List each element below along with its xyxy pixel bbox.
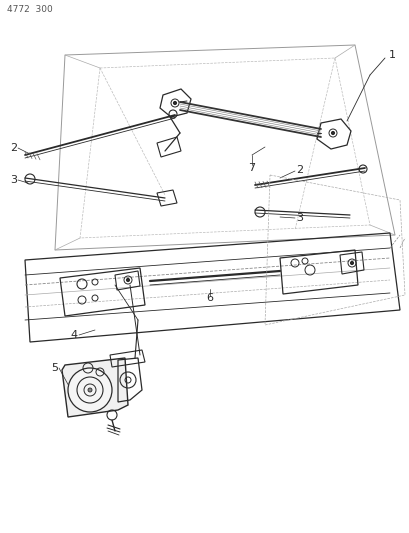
Text: 4772  300: 4772 300 <box>7 5 53 14</box>
Text: 3: 3 <box>10 175 17 185</box>
Text: 6: 6 <box>206 293 213 303</box>
Text: 1: 1 <box>388 50 395 60</box>
Text: 7: 7 <box>248 163 255 173</box>
Text: 2: 2 <box>10 143 17 153</box>
Circle shape <box>126 279 129 281</box>
Text: 2: 2 <box>295 165 302 175</box>
Text: 4: 4 <box>71 330 78 340</box>
Circle shape <box>331 132 334 134</box>
Circle shape <box>68 368 112 412</box>
Polygon shape <box>62 358 128 417</box>
Circle shape <box>173 101 176 104</box>
Circle shape <box>88 388 92 392</box>
Text: 3: 3 <box>295 213 302 223</box>
Circle shape <box>350 262 353 264</box>
Text: 5: 5 <box>51 363 58 373</box>
